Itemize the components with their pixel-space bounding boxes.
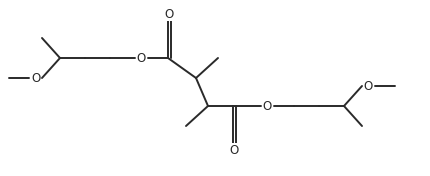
Text: O: O <box>136 52 146 64</box>
Text: O: O <box>31 71 40 84</box>
Text: O: O <box>229 143 239 156</box>
Text: O: O <box>164 8 174 20</box>
Text: O: O <box>262 99 272 112</box>
Text: O: O <box>363 80 373 93</box>
